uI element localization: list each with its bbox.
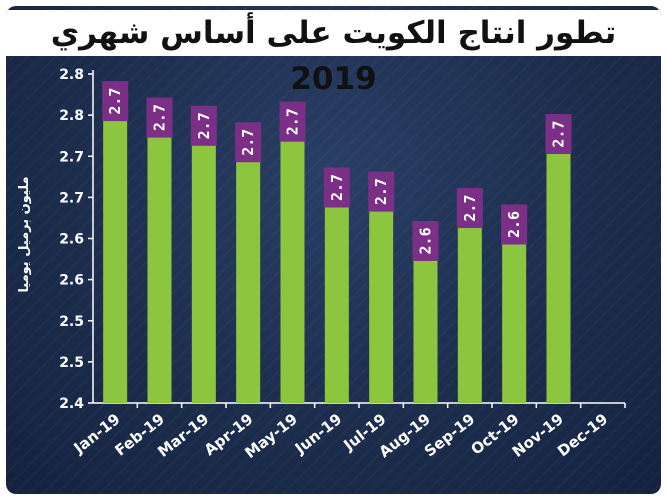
data-label: 2.7: [456, 188, 483, 229]
data-label-box: [456, 188, 483, 229]
data-label-box: [412, 220, 439, 261]
y-ticks: 2.4 2.5 2.5 2.6 2.6 2.7 2.7 2.8 2.8: [59, 67, 93, 412]
bar: [324, 201, 349, 403]
data-label-box: [190, 105, 217, 146]
bar-chart: 2.42.52.52.62.62.72.72.82.8 2.72.7 2.72.7…: [17, 67, 626, 462]
bar: [546, 148, 571, 403]
data-label-box: [279, 101, 306, 142]
bar: [457, 222, 482, 403]
data-label-box: [323, 167, 350, 208]
y-tick-label: 2.5: [59, 314, 84, 330]
data-label-box: [235, 122, 262, 163]
data-label-box: [146, 97, 173, 138]
data-label-text: 2.7: [461, 195, 479, 222]
data-label-box: [102, 81, 129, 122]
x-tick-label: Dec-19: [554, 410, 611, 460]
chart-card: تطور انتاج الكويت على أساس شهري 2019 2.4…: [6, 6, 661, 494]
data-label-text: 2.7: [239, 129, 257, 156]
data-label-text: 2.7: [106, 88, 124, 115]
y-axis-label: مليون برميل يوميا: [17, 176, 32, 292]
y-tick-label: 2.5: [59, 355, 84, 371]
data-label: 2.7: [545, 114, 572, 155]
bar: [191, 139, 216, 404]
chart-title: تطور انتاج الكويت على أساس شهري 2019: [6, 10, 661, 97]
x-tick-label: Mar-19: [154, 410, 212, 461]
data-label: 2.6: [501, 204, 528, 245]
y-tick-label: 2.7: [59, 190, 84, 206]
data-label-text: 2.7: [550, 120, 568, 147]
y-tick-label: 2.4: [59, 396, 84, 412]
data-label: 2.6: [412, 220, 439, 261]
bar: [147, 131, 172, 403]
y-tick-label: 2.6: [59, 232, 84, 248]
bar: [280, 135, 305, 403]
data-label: 2.7: [102, 81, 129, 122]
x-ticks: Jan-19Feb-19Mar-19Apr-19May-19Jun-19Jul-…: [70, 403, 626, 462]
data-label: 2.7: [190, 105, 217, 146]
data-label-text: 2.7: [284, 108, 302, 135]
bar: [236, 156, 261, 403]
data-labels: 2.7 2.7 2.7 2.7 2.7 2.7 2.7 2.6 2.7 2.6 2.7: [102, 81, 572, 261]
data-label: 2.7: [368, 171, 395, 212]
y-tick-label: 2.8: [59, 108, 84, 124]
data-label-text: 2.7: [372, 178, 390, 205]
data-label-box: [545, 114, 572, 155]
bar: [413, 254, 438, 403]
bars: [103, 115, 571, 404]
data-label-text: 2.6: [505, 211, 523, 238]
data-label-text: 2.7: [328, 174, 346, 201]
y-tick-label: 2.7: [59, 149, 84, 165]
data-label: 2.7: [323, 167, 350, 208]
y-tick-label: 2.8: [59, 67, 84, 83]
data-label: 2.7: [279, 101, 306, 142]
bar: [502, 238, 527, 403]
data-label: 2.7: [146, 97, 173, 138]
data-label-text: 2.7: [195, 112, 213, 139]
axes: [92, 70, 625, 404]
data-label: 2.7: [235, 122, 262, 163]
x-tick-label: Sep-19: [421, 410, 478, 460]
x-tick-label: Jun-19: [291, 410, 345, 458]
data-label-text: 2.7: [151, 104, 169, 131]
data-label-text: 2.6: [417, 227, 435, 254]
data-label-box: [501, 204, 528, 245]
y-tick-label: 2.6: [59, 273, 84, 289]
data-label-box: [368, 171, 395, 212]
bar: [103, 115, 128, 403]
bar: [369, 205, 394, 403]
